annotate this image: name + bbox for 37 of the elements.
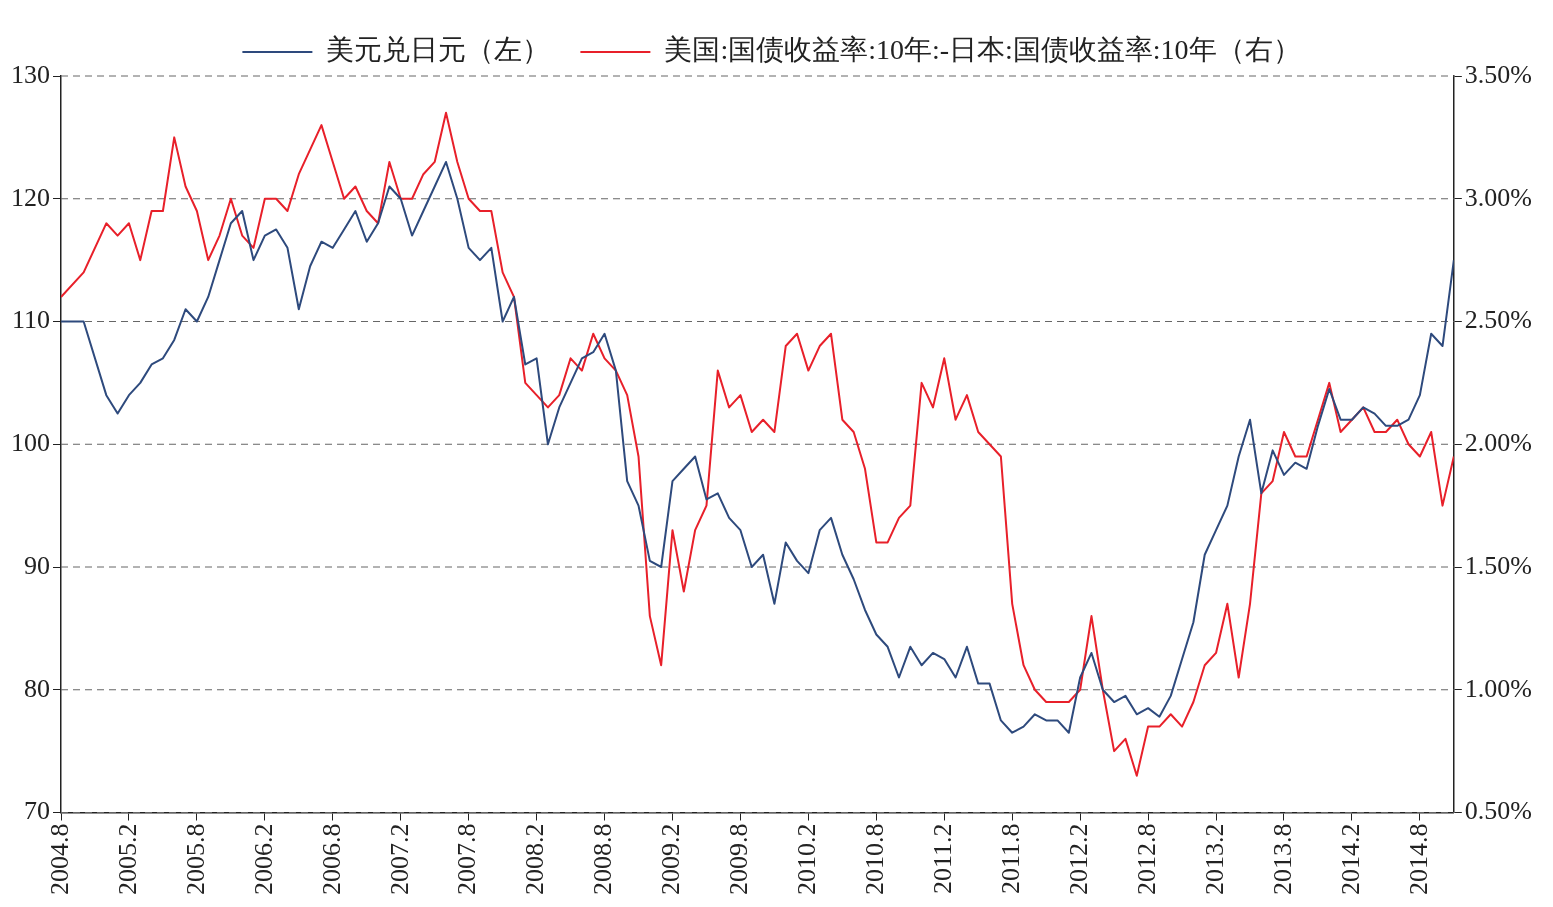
x-tick-label: 2014.2 [1335,823,1365,895]
y-tick-label: 80 [24,673,50,703]
x-tick-label: 2013.8 [1267,823,1297,895]
x-tick-label: 2012.8 [1131,823,1161,895]
x-tick-label: 2009.8 [724,823,754,895]
y2-tick-label: 3.00% [1464,182,1533,212]
y-tick-label: 130 [11,59,50,89]
x-tick-label: 2005.8 [180,823,210,895]
y2-tick-label: 0.50% [1464,796,1533,826]
y-tick-label: 100 [11,428,50,458]
x-tick-label: 2005.2 [112,823,142,895]
y2-tick-label: 2.00% [1464,428,1533,458]
x-tick-label: 2006.2 [248,823,278,895]
legend-label: 美元兑日元（左） [326,34,551,66]
x-tick-label: 2009.2 [656,823,686,895]
x-tick-label: 2010.8 [860,823,890,895]
x-tick-label: 2004.8 [44,823,74,895]
x-tick-label: 2012.2 [1063,823,1093,895]
x-tick-label: 2014.8 [1403,823,1433,895]
x-tick-label: 2010.2 [792,823,822,895]
legend-label: 美国:国债收益率:10年:-日本:国债收益率:10年（右） [664,34,1301,66]
x-tick-label: 2011.8 [996,823,1026,895]
y2-tick-label: 2.50% [1464,305,1533,335]
y-tick-label: 120 [11,182,50,212]
x-tick-label: 2013.2 [1199,823,1229,895]
y-tick-label: 90 [24,550,50,580]
y2-tick-label: 3.50% [1464,59,1533,89]
y-tick-label: 110 [11,305,50,335]
x-tick-label: 2008.2 [520,823,550,895]
x-tick-label: 2007.2 [384,823,414,895]
y2-tick-label: 1.50% [1464,550,1533,580]
y-tick-label: 70 [24,796,50,826]
x-tick-label: 2007.8 [452,823,482,895]
y2-tick-label: 1.00% [1464,673,1533,703]
x-tick-label: 2011.2 [928,823,958,895]
x-tick-label: 2008.8 [588,823,618,895]
x-tick-label: 2006.8 [316,823,346,895]
